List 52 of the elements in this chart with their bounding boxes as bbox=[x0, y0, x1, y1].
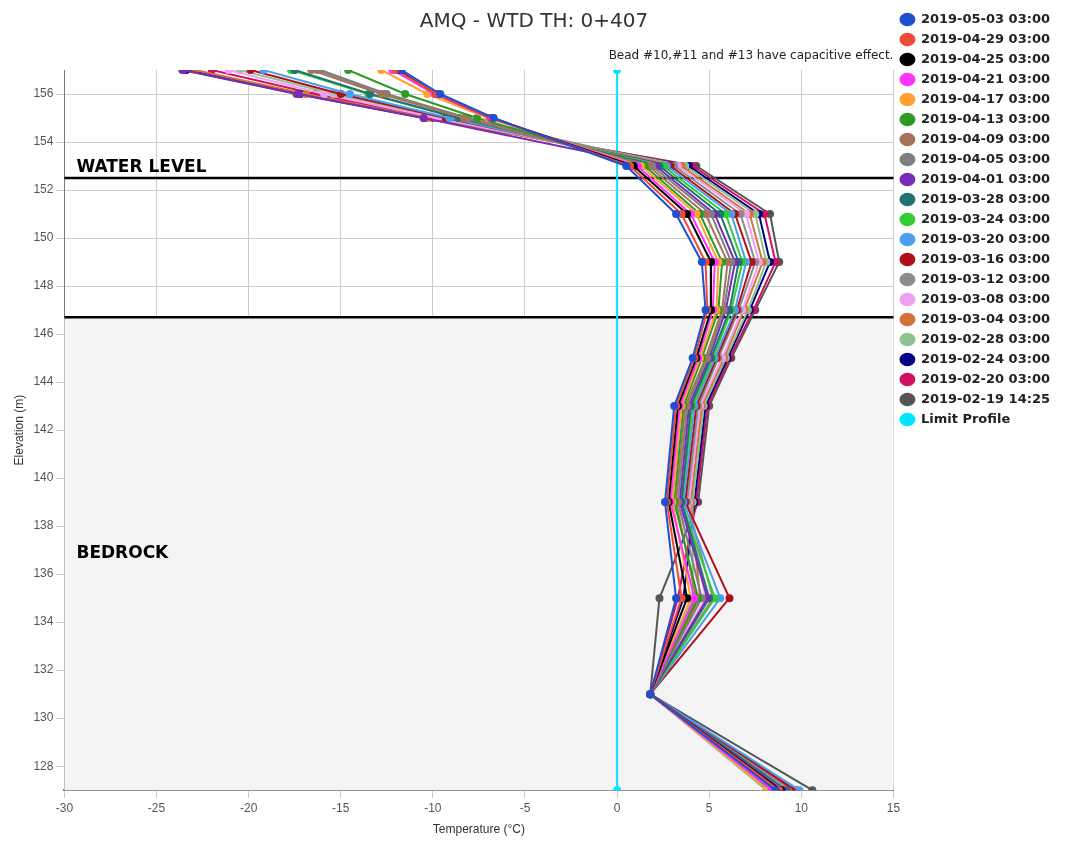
legend-label: 2019-03-20 03:00 bbox=[920, 230, 1050, 246]
legend-label: 2019-02-28 03:00 bbox=[920, 330, 1050, 346]
y-tick-label: 134 bbox=[33, 614, 54, 629]
y-tick-label: 138 bbox=[33, 518, 54, 533]
x-tick-label: 0 bbox=[613, 800, 621, 815]
y-tick-label: 146 bbox=[33, 326, 54, 341]
legend-label: 2019-03-16 03:00 bbox=[920, 250, 1050, 266]
legend-label: 2019-03-12 03:00 bbox=[920, 270, 1050, 286]
x-tick-label: 10 bbox=[794, 800, 809, 815]
legend-label: 2019-02-19 14:25 bbox=[920, 390, 1050, 406]
legend-label: 2019-04-13 03:00 bbox=[920, 110, 1050, 126]
legend-label: 2019-02-24 03:00 bbox=[920, 350, 1050, 366]
y-tick-label: 150 bbox=[33, 230, 54, 245]
legend-label: 2019-05-03 03:00 bbox=[920, 10, 1050, 26]
legend-label: 2019-03-24 03:00 bbox=[920, 210, 1050, 226]
legend-label: 2019-04-25 03:00 bbox=[920, 50, 1050, 66]
y-tick-label: 156 bbox=[33, 86, 54, 101]
y-tick-label: 144 bbox=[33, 374, 54, 389]
x-tick-label: 5 bbox=[705, 800, 713, 815]
legend-label: 2019-04-17 03:00 bbox=[920, 90, 1050, 106]
y-tick-label: 136 bbox=[33, 566, 54, 581]
legend-label: 2019-04-29 03:00 bbox=[920, 30, 1050, 46]
legend-label: Limit Profile bbox=[920, 410, 1011, 426]
legend-label: 2019-04-01 03:00 bbox=[920, 170, 1050, 186]
text: Bead #10,#11 and #13 have capacitive effect. bbox=[608, 48, 894, 63]
y-tick-label: 128 bbox=[33, 758, 54, 773]
legend-label: 2019-03-08 03:00 bbox=[920, 290, 1050, 306]
y-tick-label: 152 bbox=[33, 182, 54, 197]
legend-label: 2019-02-20 03:00 bbox=[920, 370, 1050, 386]
y-tick-label: 132 bbox=[33, 662, 54, 677]
band-label: BEDROCK bbox=[76, 542, 170, 563]
x-tick-label: -20 bbox=[239, 800, 258, 815]
x-axis-title: Temperature (°C) bbox=[432, 822, 526, 837]
ref-line-label: WATER LEVEL bbox=[76, 155, 207, 176]
x-tick-label: -10 bbox=[424, 800, 442, 815]
legend-label: 2019-04-21 03:00 bbox=[920, 70, 1050, 86]
x-tick-label: -15 bbox=[332, 800, 350, 815]
x-tick-label: -5 bbox=[519, 800, 531, 815]
x-tick-label: -30 bbox=[55, 800, 74, 815]
chart-title: AMQ - WTD TH: 0+407 bbox=[419, 8, 649, 33]
y-axis-title: Elevation (m) bbox=[11, 394, 26, 466]
legend-label: 2019-04-09 03:00 bbox=[920, 130, 1050, 146]
legend-label: 2019-03-28 03:00 bbox=[920, 190, 1050, 206]
y-tick-label: 142 bbox=[33, 422, 54, 437]
y-tick-label: 140 bbox=[33, 470, 54, 485]
x-tick-label: 15 bbox=[886, 800, 901, 815]
legend-label: 2019-04-05 03:00 bbox=[920, 150, 1050, 166]
x-tick-label: -25 bbox=[147, 800, 166, 815]
y-tick-label: 130 bbox=[33, 710, 54, 725]
y-tick-label: 154 bbox=[33, 134, 54, 149]
legend-label: 2019-03-04 03:00 bbox=[920, 310, 1050, 326]
y-tick-label: 148 bbox=[33, 278, 54, 293]
